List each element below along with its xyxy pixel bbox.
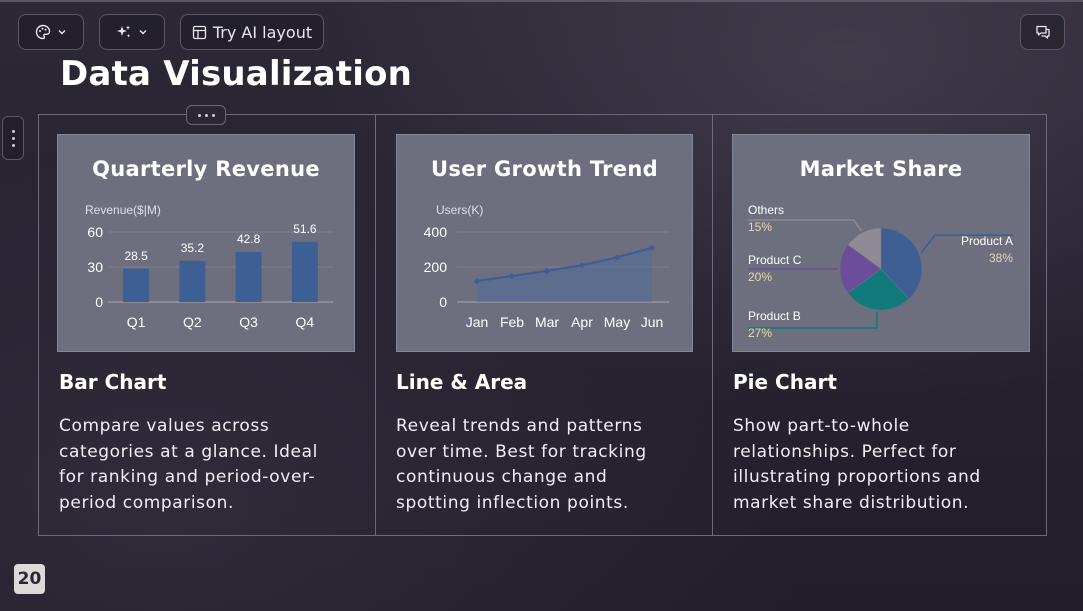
pie-label-name: Product A: [961, 234, 1013, 248]
bar-q1: [123, 268, 150, 302]
area-fill: [477, 247, 652, 302]
card-title: Line & Area: [396, 370, 528, 394]
y-tick-label: 60: [87, 224, 103, 240]
bar-value-label: 51.6: [293, 222, 317, 236]
side-panel-handle[interactable]: [2, 116, 24, 160]
bar-value-label: 35.2: [181, 241, 205, 255]
card-bar-chart[interactable]: Quarterly Revenue Revenue($|M) 0 30 60 28.5 Q…: [39, 115, 375, 535]
window-top-border: [0, 0, 1083, 2]
card-description: Reveal trends and patterns over time. Be…: [396, 416, 647, 513]
pie-label-value: 27%: [748, 326, 772, 340]
series-line: [476, 246, 653, 283]
y-tick-label: 0: [439, 294, 447, 310]
bar-value-label: 42.8: [237, 232, 261, 246]
bar-q4: [291, 241, 318, 302]
pie-slice-product-b: [847, 268, 910, 311]
pie-chart: Product A 38% Product B 27% Product C 20% Othe…: [748, 203, 1013, 340]
x-tick-label: Q1: [127, 314, 146, 330]
pie-label-name: Product B: [748, 309, 801, 323]
pie-label-value: 38%: [989, 251, 1013, 265]
x-tick-label: Q4: [296, 314, 315, 330]
card-pie-chart[interactable]: Market Share Product A 38% Product B 27% Pro…: [712, 115, 1046, 535]
data-point-may: [614, 254, 620, 260]
data-point-jan: [474, 278, 480, 284]
data-point-jun: [649, 245, 655, 251]
x-tick-label: May: [604, 314, 630, 330]
try-ai-layout-label: Try AI layout: [212, 22, 313, 42]
y-tick-label: 200: [424, 259, 448, 275]
chevron-down-icon: [58, 30, 66, 35]
bar-chart-thumbnail: Quarterly Revenue Revenue($|M) 0 30 60 28.5 Q…: [57, 134, 355, 352]
theme-menu-button[interactable]: [18, 14, 84, 50]
card-title: Pie Chart: [733, 370, 837, 394]
card-title: Bar Chart: [59, 370, 167, 394]
y-axis-label: Revenue($|M): [85, 203, 161, 217]
comment-icon: [1035, 25, 1050, 39]
y-tick-label: 0: [95, 294, 103, 310]
x-tick-label: Jan: [466, 314, 489, 330]
bar-chart: Revenue($|M) 0 30 60 28.5 Q1 35.2 Q2 42.8 Q3 51.6 Q…: [85, 203, 333, 330]
bar-q3: [235, 252, 262, 302]
card-description: Show part-to-whole relationships. Perfec…: [733, 416, 981, 513]
pie-slice-product-c: [839, 244, 882, 294]
sparkle-icon: [117, 25, 131, 38]
pie-label-name: Others: [748, 203, 784, 217]
page-title: Data Visualization: [60, 54, 413, 94]
pie-leader-line: [748, 311, 878, 329]
page-number: 20: [14, 564, 45, 594]
pie-label-value: 15%: [748, 220, 772, 234]
try-ai-layout-button[interactable]: Try AI layout: [180, 14, 324, 50]
x-tick-label: Apr: [571, 314, 593, 330]
line-area-chart: Users(K) 0 200 400 Jan Feb Mar Apr May Jun: [424, 203, 669, 330]
data-point-mar: [544, 268, 550, 274]
x-tick-label: Q3: [239, 314, 258, 330]
pie-label-value: 20%: [748, 270, 772, 284]
palette-icon: [35, 24, 51, 40]
data-point-apr: [579, 262, 585, 268]
x-tick-label: Feb: [500, 314, 524, 330]
block-drag-handle[interactable]: [186, 105, 226, 125]
data-point-feb: [509, 273, 515, 279]
card-line-area-chart[interactable]: User Growth Trend Users(K) 0 200 400 Jan Feb M…: [375, 115, 712, 535]
pie-leader-line: [748, 219, 863, 232]
bar-q2: [179, 260, 206, 302]
x-tick-label: Q2: [183, 314, 202, 330]
bar-chart-thumb-title: Quarterly Revenue: [92, 157, 320, 181]
pie-chart-thumbnail: Market Share Product A 38% Product B 27% Pro…: [732, 134, 1030, 352]
layout-icon: [192, 25, 207, 39]
line-chart-thumb-title: User Growth Trend: [431, 157, 658, 181]
bar-value-label: 28.5: [124, 249, 148, 263]
pie-slice-product-a: [880, 227, 923, 300]
comments-button[interactable]: [1020, 14, 1065, 50]
x-tick-label: Mar: [535, 314, 559, 330]
pie-leader-line: [920, 234, 1013, 254]
y-axis-label: Users(K): [436, 203, 483, 217]
y-tick-label: 400: [424, 224, 448, 240]
pie-chart-thumb-title: Market Share: [799, 157, 963, 181]
x-tick-label: Jun: [641, 314, 664, 330]
chart-types-grid: Quarterly Revenue Revenue($|M) 0 30 60 28.5 Q…: [38, 114, 1047, 536]
ai-menu-button[interactable]: [99, 14, 165, 50]
chevron-down-icon: [139, 30, 147, 35]
pie-label-name: Product C: [748, 253, 802, 267]
y-tick-label: 30: [87, 259, 103, 275]
card-description: Compare values across categories at a gl…: [59, 416, 318, 513]
line-chart-thumbnail: User Growth Trend Users(K) 0 200 400 Jan Feb M…: [396, 134, 693, 352]
pie-slice-others: [847, 227, 882, 270]
